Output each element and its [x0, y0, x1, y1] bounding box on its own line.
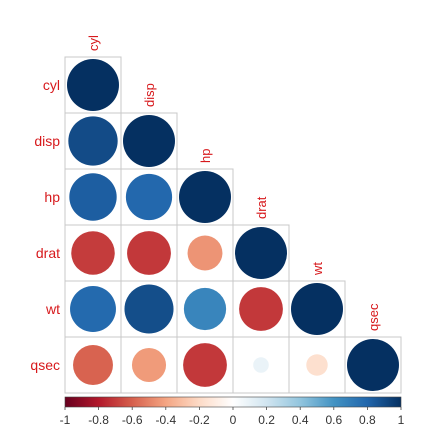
colorbar-tick-label: 0.6 — [325, 413, 342, 427]
corr-circle-wt-cyl — [70, 286, 116, 332]
row-label-cyl: cyl — [43, 77, 60, 93]
circle-layer — [67, 59, 399, 391]
colorbar-tick-label: -0.2 — [189, 413, 210, 427]
corr-circle-hp-hp — [179, 171, 231, 223]
corr-circle-wt-drat — [239, 287, 283, 331]
corr-circle-disp-disp — [123, 115, 175, 167]
colorbar-gradient — [64, 396, 402, 408]
colorbar-tick-label: 0.2 — [258, 413, 275, 427]
row-labels: cyl disp hp drat wt qsec — [30, 77, 60, 373]
column-labels: cyl disp hp drat wt qsec — [86, 35, 381, 331]
corr-circle-qsec-disp — [131, 347, 167, 383]
row-label-hp: hp — [44, 189, 60, 205]
grid-cell — [344, 336, 402, 394]
corr-circle-qsec-cyl — [73, 345, 113, 385]
colorbar-tick-label: -1 — [60, 413, 71, 427]
col-label-drat: drat — [254, 196, 269, 219]
corr-circle-drat-disp — [127, 231, 171, 275]
colorbar-tick-label: 0.8 — [359, 413, 376, 427]
col-label-qsec: qsec — [366, 303, 381, 331]
corr-circle-qsec-wt — [306, 354, 328, 376]
colorbar-tick-label: -0.4 — [155, 413, 176, 427]
corr-circle-hp-disp — [125, 173, 173, 221]
colorbar-tick-label: 1 — [398, 413, 405, 427]
row-label-qsec: qsec — [30, 357, 60, 373]
col-label-cyl: cyl — [86, 35, 101, 51]
corr-circle-wt-hp — [183, 287, 227, 331]
colorbar-tick-label: 0.4 — [292, 413, 309, 427]
corr-circle-qsec-qsec — [347, 339, 399, 391]
col-label-hp: hp — [198, 149, 213, 163]
corr-circle-cyl-cyl — [67, 59, 119, 111]
corr-circle-drat-hp — [187, 235, 223, 271]
row-label-wt: wt — [45, 301, 60, 317]
corr-circle-hp-cyl — [69, 173, 117, 221]
col-label-disp: disp — [142, 83, 157, 107]
colorbar: -1 -0.8 -0.6 -0.4 -0.2 0 0.2 0.4 0.6 0.8 1 — [60, 396, 405, 427]
row-label-drat: drat — [36, 245, 60, 261]
corr-circle-disp-cyl — [68, 116, 118, 166]
col-label-wt: wt — [310, 262, 325, 276]
colorbar-tick-label: -0.6 — [122, 413, 143, 427]
row-label-disp: disp — [34, 133, 60, 149]
grid-layer — [64, 56, 402, 394]
corr-circle-drat-drat — [235, 227, 287, 279]
corr-circle-qsec-hp — [183, 343, 227, 387]
colorbar-tick-label: -0.8 — [88, 413, 109, 427]
corr-circle-drat-cyl — [71, 231, 115, 275]
colorbar-tick-label: 0 — [230, 413, 237, 427]
corr-circle-qsec-drat — [253, 357, 269, 373]
corr-circle-wt-wt — [291, 283, 343, 335]
corr-circle-wt-disp — [124, 284, 174, 334]
